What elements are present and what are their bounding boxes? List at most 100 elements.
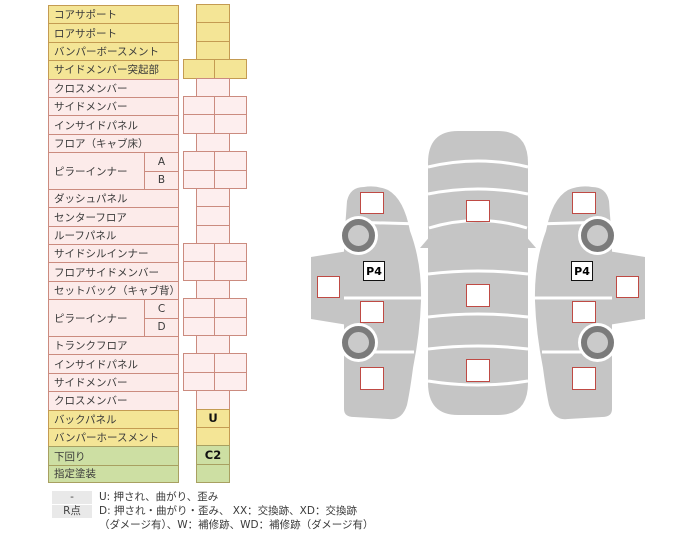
table-row: クロスメンバー: [48, 391, 179, 410]
damage-cell: [183, 353, 215, 373]
table-row: クロスメンバー: [48, 78, 179, 97]
damage-cell: [214, 243, 247, 263]
table-row: バンパーボースメント: [48, 41, 179, 61]
parts-table: コアサポート ロアサポート バンパーボースメント サイドメンバー突起部 クロスメ…: [48, 5, 179, 484]
damage-cell: [183, 316, 215, 337]
damage-cell: [196, 335, 230, 355]
front-wheel-right: [581, 219, 614, 252]
damage-cell: [196, 22, 230, 42]
damage-cell: [214, 371, 247, 392]
table-row: サイドメンバー突起部: [48, 60, 179, 79]
table-row: コアサポート: [48, 5, 179, 24]
row-label: フロアサイドメンバー: [54, 266, 159, 279]
table-row: フロアサイドメンバー: [48, 262, 179, 281]
row-label: ロアサポート: [54, 27, 117, 40]
legend-text-u: U: 押され、曲がり、歪み: [99, 491, 219, 503]
check-square: [466, 200, 490, 222]
row-label: バンパーボースメント: [54, 45, 159, 58]
car-top-view: [420, 131, 536, 415]
table-row: インサイドパネル: [48, 115, 179, 134]
row-label: クロスメンバー: [54, 395, 128, 408]
row-label: インサイドパネル: [54, 358, 138, 371]
damage-cell: [196, 463, 230, 484]
damage-cell: [196, 279, 230, 300]
row-label: フロア（キャブ床）: [54, 137, 149, 150]
damage-cell: [214, 151, 247, 171]
damage-cell: [196, 390, 230, 410]
legend: - U: 押され、曲がり、歪み R点 D: 押され・曲がり・歪み、 XX：交換跡…: [52, 491, 374, 533]
sub-labels: A B: [144, 153, 178, 189]
row-label: サイドメンバー突起部: [54, 64, 159, 77]
row-label: ピラーインナー: [54, 165, 128, 178]
table-row: ルーフパネル: [48, 225, 179, 245]
damage-cell: [214, 316, 247, 337]
table-row: ロアサポート: [48, 23, 179, 42]
legend-badge-dash: -: [52, 491, 92, 504]
table-row: トランクフロア: [48, 336, 179, 355]
damage-cell: [196, 426, 230, 447]
sub-label-b: B: [145, 170, 178, 189]
check-square: [572, 192, 596, 214]
table-row-group: ピラーインナー C D: [48, 299, 179, 337]
row-label: 指定塗装: [54, 468, 96, 481]
check-square: [360, 367, 384, 390]
legend-text-d: D: 押され・曲がり・歪み、 XX：交換跡、XD：交換跡: [99, 505, 357, 517]
check-square: [466, 284, 490, 307]
row-label: トランクフロア: [54, 340, 128, 353]
table-row: センターフロア: [48, 207, 179, 226]
damage-cell: [183, 95, 215, 116]
table-row: サイドメンバー: [48, 372, 179, 392]
check-square: [360, 301, 384, 323]
table-row: バックパネル: [48, 409, 179, 429]
damage-cell: [196, 4, 230, 24]
rear-wheel-right: [581, 326, 614, 359]
table-row: バンパーホースメント: [48, 428, 179, 447]
row-label: コアサポート: [54, 9, 117, 22]
row-label: バックパネル: [54, 413, 117, 426]
row-label: クロスメンバー: [54, 82, 128, 95]
damage-cell: [214, 114, 247, 134]
damage-cells: U C2: [183, 4, 247, 484]
row-label: センターフロア: [54, 211, 127, 224]
row-label: 下回り: [54, 450, 86, 463]
damage-cell: [214, 169, 247, 189]
table-row: フロア（キャブ床）: [48, 133, 179, 153]
rear-wheel-left: [342, 326, 375, 359]
sub-label-a: A: [157, 155, 166, 168]
damage-cell: [214, 59, 247, 79]
row-label: ダッシュパネル: [54, 193, 128, 206]
check-square: [317, 276, 340, 298]
row-label: サイドシルインナー: [54, 248, 149, 261]
table-row: セットバック（キャブ背）: [48, 280, 179, 300]
sub-labels: C D: [144, 300, 178, 337]
check-square: [616, 276, 639, 298]
p4-label-left: P4: [363, 261, 385, 281]
damage-cell: [183, 261, 215, 281]
damage-cell: [183, 169, 215, 189]
damage-cell: [183, 298, 215, 318]
legend-text-d2: （ダメージ有）、W：補修跡、WD：補修跡（ダメージ有）: [99, 519, 374, 531]
damage-cell: [196, 132, 230, 153]
damage-cell: [183, 151, 215, 171]
check-square: [360, 192, 384, 214]
legend-badge-rpoint: R点: [52, 505, 92, 518]
damage-cell: [183, 371, 215, 392]
sub-label-c: C: [157, 302, 166, 315]
row-label: サイドメンバー: [54, 101, 128, 114]
damage-cell: [183, 59, 215, 79]
row-label: セットバック（キャブ背）: [54, 285, 179, 298]
row-label: インサイドパネル: [54, 119, 138, 132]
table-row: ダッシュパネル: [48, 188, 179, 208]
sub-label-d: D: [145, 317, 178, 336]
damage-cell: [196, 224, 230, 245]
table-row: インサイドパネル: [48, 354, 179, 373]
row-label: サイドメンバー: [54, 377, 128, 390]
table-row-group: ピラーインナー A B: [48, 152, 179, 189]
damage-cell: [196, 77, 230, 97]
damage-cell: [196, 40, 230, 61]
row-label: バンパーホースメント: [54, 432, 159, 445]
damage-cell-underbody: C2: [196, 445, 230, 465]
damage-cell: [214, 95, 247, 116]
check-square: [572, 367, 596, 390]
